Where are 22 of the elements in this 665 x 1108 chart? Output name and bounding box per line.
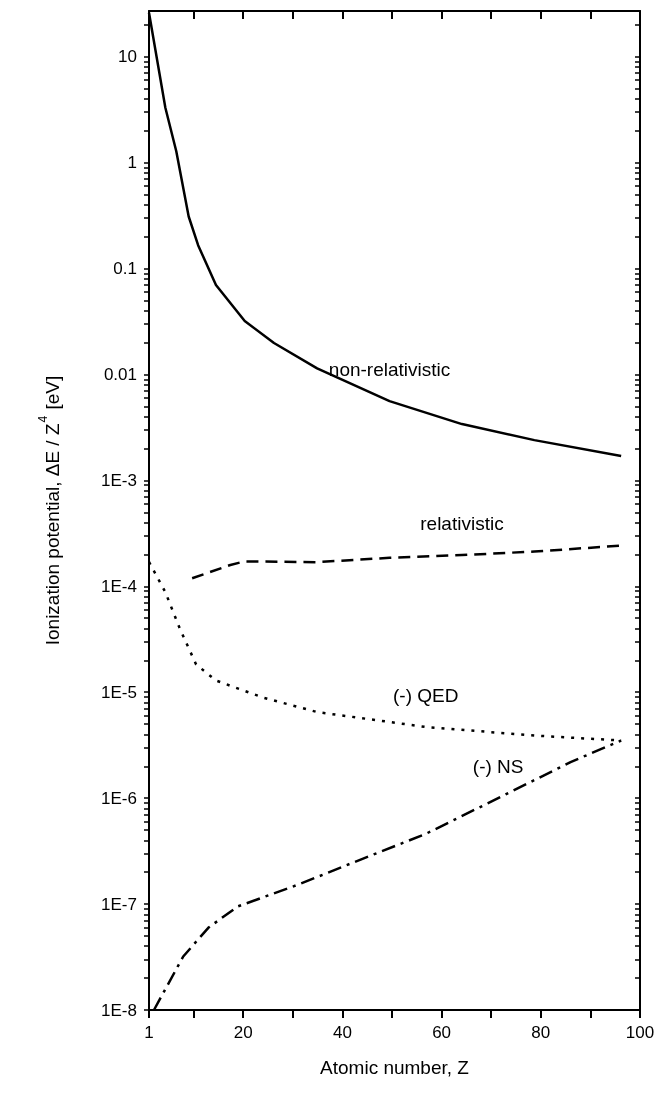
y-tick-label: 0.1 bbox=[113, 259, 137, 279]
x-axis-title: Atomic number, Z bbox=[320, 1057, 470, 1078]
x-tick-label: 20 bbox=[233, 1023, 253, 1042]
series-label: (-) QED bbox=[393, 684, 459, 706]
series-label: relativistic bbox=[420, 513, 504, 535]
y-tick-label: 1E-6 bbox=[101, 788, 137, 808]
x-tick-label: 100 bbox=[625, 1023, 655, 1042]
y-axis-title: Ionization potential, ΔE / Z4 [eV] bbox=[36, 375, 63, 646]
y-tick-label: 0.01 bbox=[103, 364, 137, 384]
y-tick-label: 1E-3 bbox=[101, 470, 137, 490]
y-tick-label: 1E-4 bbox=[101, 576, 137, 596]
x-tick-label: 1 bbox=[144, 1023, 154, 1042]
y-tick-label: 10 bbox=[118, 47, 137, 67]
y-tick-label: 1E-7 bbox=[101, 894, 137, 914]
series-label: (-) NS bbox=[472, 756, 524, 778]
x-tick-label: 40 bbox=[332, 1023, 352, 1042]
series-label: non-relativistic bbox=[328, 359, 451, 381]
y-tick-label: 1E-8 bbox=[101, 1000, 137, 1020]
x-tick-label: 80 bbox=[531, 1023, 551, 1042]
y-tick-label: 1E-5 bbox=[101, 682, 137, 702]
y-tick-label: 1 bbox=[127, 153, 137, 173]
x-tick-label: 60 bbox=[432, 1023, 452, 1042]
